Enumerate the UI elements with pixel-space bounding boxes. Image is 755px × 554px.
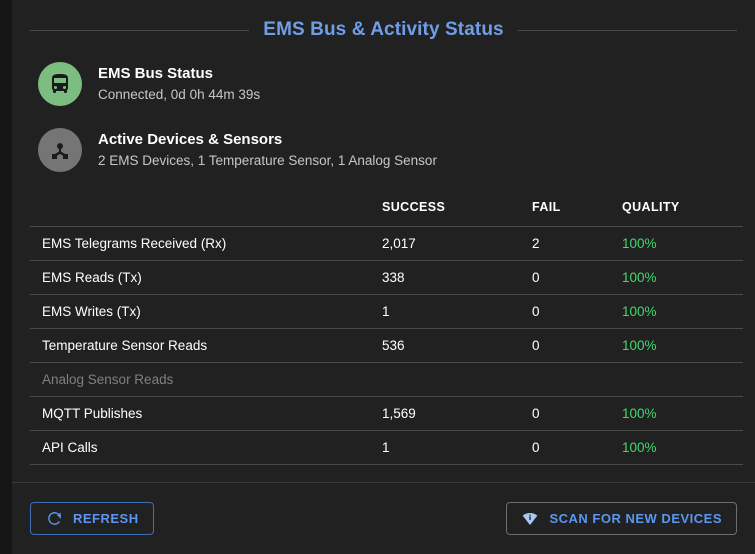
cell-fail-count: 0 <box>532 396 622 431</box>
cell-quality-percent: 100% <box>622 226 743 261</box>
status-list: EMS Bus Status Connected, 0d 0h 44m 39s … <box>12 44 755 172</box>
refresh-icon <box>45 510 63 528</box>
page-title: EMS Bus & Activity Status <box>263 19 504 40</box>
cell-quality-percent: 100% <box>622 294 743 329</box>
cell-fail-count <box>532 362 622 397</box>
table-row: Temperature Sensor Reads 536 0 100% <box>30 328 743 363</box>
cell-success-count: 536 <box>382 328 532 363</box>
status-item-text: EMS Bus Status Connected, 0d 0h 44m 39s <box>98 64 260 104</box>
cell-fail-count: 0 <box>532 328 622 363</box>
ems-status-card: EMS Bus & Activity Status EMS Bus Status… <box>12 0 755 554</box>
cell-success-count: 338 <box>382 260 532 295</box>
cell-quality-percent: 100% <box>622 430 743 465</box>
cell-quality-percent: 100% <box>622 396 743 431</box>
cell-metric-label: API Calls <box>30 430 382 465</box>
cell-metric-label: Temperature Sensor Reads <box>30 328 382 363</box>
device-scan-icon <box>521 510 539 528</box>
table-row: API Calls 1 0 100% <box>30 430 743 465</box>
cell-quality-percent: 100% <box>622 328 743 363</box>
table-row: MQTT Publishes 1,569 0 100% <box>30 396 743 431</box>
device-hub-icon <box>38 128 82 172</box>
cell-success-count: 1,569 <box>382 396 532 431</box>
column-header-fail: FAIL <box>532 200 622 227</box>
status-item-ems-bus: EMS Bus Status Connected, 0d 0h 44m 39s <box>38 62 737 106</box>
cell-metric-label: EMS Writes (Tx) <box>30 294 382 329</box>
cell-fail-count: 0 <box>532 294 622 329</box>
column-header-quality: QUALITY <box>622 200 743 227</box>
table-row: Analog Sensor Reads <box>30 362 743 397</box>
header-divider-right <box>517 29 737 31</box>
status-item-title: Active Devices & Sensors <box>98 131 283 148</box>
cell-success-count: 2,017 <box>382 226 532 261</box>
cell-metric-label: MQTT Publishes <box>30 396 382 431</box>
column-header-metric <box>30 200 382 227</box>
cell-quality-percent <box>622 362 743 397</box>
scan-button-label: SCAN FOR NEW DEVICES <box>549 511 722 526</box>
status-item-title: EMS Bus Status <box>98 65 214 82</box>
cell-fail-count: 2 <box>532 226 622 261</box>
table-row: EMS Reads (Tx) 338 0 100% <box>30 260 743 295</box>
refresh-button[interactable]: REFRESH <box>30 502 154 535</box>
status-item-subtitle: Connected, 0d 0h 44m 39s <box>98 87 261 102</box>
scan-for-new-devices-button[interactable]: SCAN FOR NEW DEVICES <box>506 502 737 535</box>
table-row: EMS Telegrams Received (Rx) 2,017 2 100% <box>30 226 743 261</box>
cell-success-count: 1 <box>382 294 532 329</box>
card-header: EMS Bus & Activity Status <box>12 0 755 44</box>
cell-fail-count: 0 <box>532 430 622 465</box>
cell-fail-count: 0 <box>532 260 622 295</box>
status-item-text: Active Devices & Sensors 2 EMS Devices, … <box>98 130 437 170</box>
cell-quality-percent: 100% <box>622 260 743 295</box>
cell-success-count <box>382 362 532 397</box>
card-actions: REFRESH SCAN FOR NEW DEVICES <box>12 482 755 554</box>
table-row: EMS Writes (Tx) 1 0 100% <box>30 294 743 329</box>
status-item-subtitle: 2 EMS Devices, 1 Temperature Sensor, 1 A… <box>98 153 437 168</box>
header-divider-left <box>30 29 250 31</box>
column-header-success: SUCCESS <box>382 200 532 227</box>
refresh-button-label: REFRESH <box>73 511 139 526</box>
table-header-row: SUCCESS FAIL QUALITY <box>30 200 743 227</box>
cell-metric-label: Analog Sensor Reads <box>30 362 382 397</box>
cell-metric-label: EMS Telegrams Received (Rx) <box>30 226 382 261</box>
bus-icon <box>38 62 82 106</box>
cell-metric-label: EMS Reads (Tx) <box>30 260 382 295</box>
cell-success-count: 1 <box>382 430 532 465</box>
status-item-active-devices: Active Devices & Sensors 2 EMS Devices, … <box>38 128 737 172</box>
activity-stats-table: SUCCESS FAIL QUALITY EMS Telegrams Recei… <box>12 200 755 465</box>
